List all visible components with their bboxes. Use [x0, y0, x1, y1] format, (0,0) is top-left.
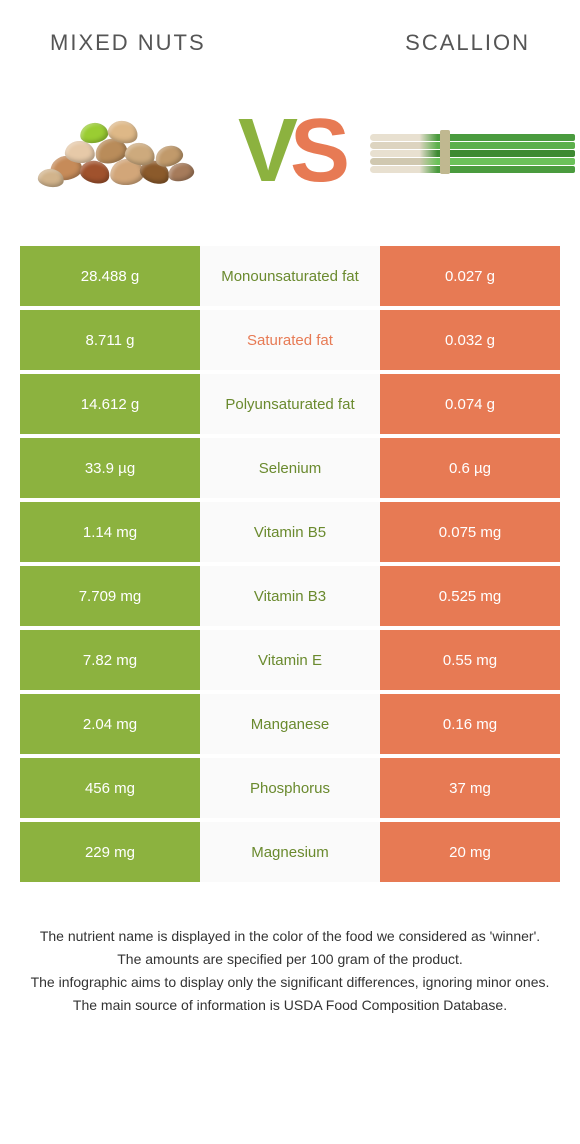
comparison-table: 28.488 gMonounsaturated fat0.027 g8.711 … [0, 246, 580, 882]
right-value-cell: 0.027 g [380, 246, 560, 306]
footer-line-4: The main source of information is USDA F… [30, 995, 550, 1016]
left-value-cell: 28.488 g [20, 246, 200, 306]
right-value-cell: 0.55 mg [380, 630, 560, 690]
vs-label: VS [238, 106, 342, 196]
right-value-cell: 37 mg [380, 758, 560, 818]
table-row: 456 mgPhosphorus37 mg [20, 758, 560, 818]
table-row: 229 mgMagnesium20 mg [20, 822, 560, 882]
nutrient-label-cell: Vitamin B3 [200, 566, 380, 626]
footer-line-3: The infographic aims to display only the… [30, 972, 550, 993]
right-value-cell: 0.032 g [380, 310, 560, 370]
footer-line-2: The amounts are specified per 100 gram o… [30, 949, 550, 970]
left-value-cell: 14.612 g [20, 374, 200, 434]
table-row: 2.04 mgManganese0.16 mg [20, 694, 560, 754]
left-value-cell: 33.9 µg [20, 438, 200, 498]
nutrient-label-cell: Phosphorus [200, 758, 380, 818]
vs-v-letter: V [238, 106, 290, 196]
right-value-cell: 0.525 mg [380, 566, 560, 626]
left-food-image [10, 91, 210, 211]
left-value-cell: 456 mg [20, 758, 200, 818]
nutrient-label-cell: Vitamin E [200, 630, 380, 690]
right-food-image [370, 91, 570, 211]
hero-section: VS [0, 66, 580, 246]
scallion-icon [370, 116, 570, 186]
left-value-cell: 229 mg [20, 822, 200, 882]
right-value-cell: 0.075 mg [380, 502, 560, 562]
table-row: 7.709 mgVitamin B30.525 mg [20, 566, 560, 626]
right-value-cell: 0.074 g [380, 374, 560, 434]
table-row: 1.14 mgVitamin B50.075 mg [20, 502, 560, 562]
left-food-title: MIXED NUTS [50, 30, 206, 56]
nutrient-label-cell: Polyunsaturated fat [200, 374, 380, 434]
left-value-cell: 8.711 g [20, 310, 200, 370]
left-value-cell: 1.14 mg [20, 502, 200, 562]
table-row: 14.612 gPolyunsaturated fat0.074 g [20, 374, 560, 434]
table-row: 7.82 mgVitamin E0.55 mg [20, 630, 560, 690]
table-row: 8.711 gSaturated fat0.032 g [20, 310, 560, 370]
footer-line-1: The nutrient name is displayed in the co… [30, 926, 550, 947]
left-value-cell: 2.04 mg [20, 694, 200, 754]
nutrient-label-cell: Monounsaturated fat [200, 246, 380, 306]
table-row: 28.488 gMonounsaturated fat0.027 g [20, 246, 560, 306]
nutrient-label-cell: Saturated fat [200, 310, 380, 370]
mixed-nuts-icon [20, 101, 200, 201]
footer-notes: The nutrient name is displayed in the co… [0, 886, 580, 1016]
nutrient-label-cell: Magnesium [200, 822, 380, 882]
left-value-cell: 7.709 mg [20, 566, 200, 626]
right-food-title: SCALLION [405, 30, 530, 56]
right-value-cell: 0.16 mg [380, 694, 560, 754]
vs-s-letter: S [290, 106, 342, 196]
right-value-cell: 20 mg [380, 822, 560, 882]
nutrient-label-cell: Selenium [200, 438, 380, 498]
right-value-cell: 0.6 µg [380, 438, 560, 498]
nutrient-label-cell: Vitamin B5 [200, 502, 380, 562]
nutrient-label-cell: Manganese [200, 694, 380, 754]
table-row: 33.9 µgSelenium0.6 µg [20, 438, 560, 498]
header: MIXED NUTS SCALLION [0, 0, 580, 66]
left-value-cell: 7.82 mg [20, 630, 200, 690]
